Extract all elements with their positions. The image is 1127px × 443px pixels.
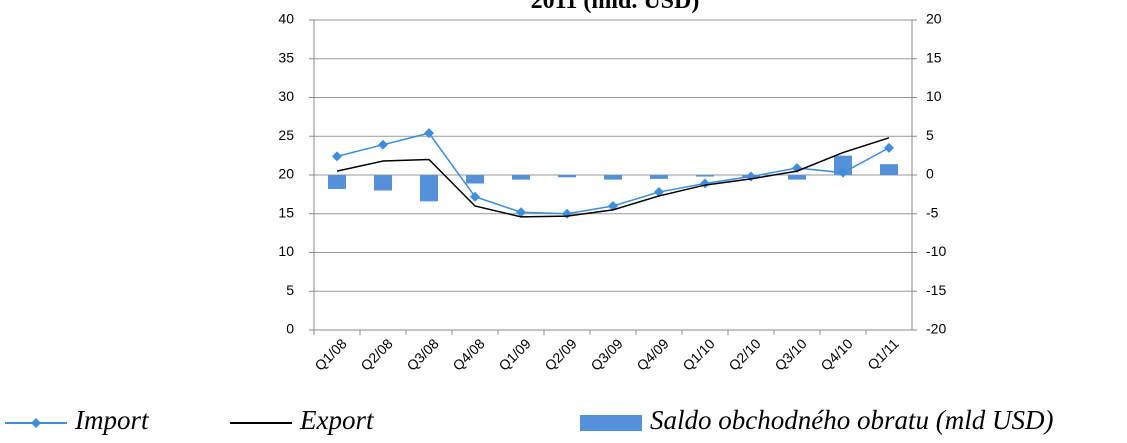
x-tick-label: Q1/10 <box>679 335 717 373</box>
y-tick-label: 20 <box>278 166 294 182</box>
x-tick-label: Q2/09 <box>541 335 579 373</box>
marker <box>838 167 848 178</box>
y-tick-label: 5 <box>286 282 294 298</box>
y-tick-label: 25 <box>278 127 294 143</box>
marker <box>470 191 480 202</box>
x-tick-label: Q2/10 <box>725 335 763 373</box>
legend-swatch <box>580 415 642 431</box>
y2-tick-label: -10 <box>926 243 946 259</box>
legend-label: Import <box>74 405 150 435</box>
bar <box>788 175 806 180</box>
marker <box>378 139 388 150</box>
bar <box>650 175 668 179</box>
bar <box>420 175 438 202</box>
chart-title: 2011 (mld. USD) <box>531 0 700 14</box>
y2-tick-label: 15 <box>926 49 942 65</box>
bar <box>880 164 898 175</box>
x-tick-label: Q4/09 <box>633 335 671 373</box>
y-tick-label: 40 <box>278 11 294 27</box>
legend-label: Saldo obchodného obratu (mld USD) <box>650 405 1053 435</box>
y-tick-label: 30 <box>278 88 294 104</box>
bar <box>328 175 346 189</box>
marker <box>332 151 342 162</box>
legend-marker <box>31 418 41 428</box>
x-tick-label: Q3/08 <box>403 335 441 373</box>
y2-tick-label: -20 <box>926 321 946 337</box>
y-tick-label: 10 <box>278 243 294 259</box>
x-tick-label: Q1/11 <box>864 335 902 373</box>
marker <box>424 128 434 139</box>
x-tick-label: Q3/09 <box>587 335 625 373</box>
y2-tick-label: -15 <box>926 282 946 298</box>
x-tick-label: Q1/09 <box>495 335 533 373</box>
bar <box>558 175 576 178</box>
x-tick-label: Q4/08 <box>449 335 487 373</box>
marker <box>654 187 664 198</box>
x-tick-label: Q4/10 <box>817 335 855 373</box>
bar <box>696 175 714 177</box>
y-tick-label: 35 <box>278 49 294 65</box>
y2-tick-label: 5 <box>926 127 934 143</box>
y2-tick-label: 10 <box>926 88 942 104</box>
y2-tick-label: -5 <box>926 204 939 220</box>
marker <box>884 142 894 153</box>
y-tick-label: 15 <box>278 204 294 220</box>
marker <box>516 207 526 218</box>
x-tick-label: Q1/08 <box>311 335 349 373</box>
x-tick-label: Q2/08 <box>357 335 395 373</box>
x-tick-label: Q3/10 <box>771 335 809 373</box>
legend-label: Export <box>299 405 375 435</box>
bar <box>604 175 622 180</box>
y-tick-label: 0 <box>286 321 294 337</box>
marker <box>562 208 572 219</box>
y2-tick-label: 0 <box>926 166 934 182</box>
bar <box>512 175 530 180</box>
y2-tick-label: 20 <box>926 11 942 27</box>
marker <box>700 178 710 189</box>
bar <box>374 175 392 191</box>
bar <box>466 175 484 184</box>
line <box>336 137 890 218</box>
